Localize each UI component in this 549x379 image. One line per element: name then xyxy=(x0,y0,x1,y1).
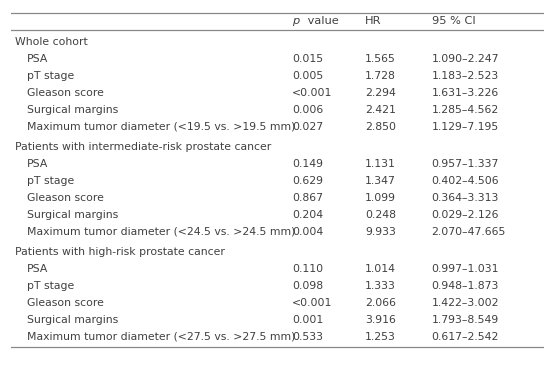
Text: 2.850: 2.850 xyxy=(365,122,396,132)
Text: Gleason score: Gleason score xyxy=(27,88,104,98)
Text: 1.631–3.226: 1.631–3.226 xyxy=(432,88,499,98)
Text: 0.029–2.126: 0.029–2.126 xyxy=(432,210,499,220)
Text: 0.149: 0.149 xyxy=(292,159,323,169)
Text: HR: HR xyxy=(365,16,382,26)
Text: PSA: PSA xyxy=(27,54,48,64)
Text: Maximum tumor diameter (<19.5 vs. >19.5 mm): Maximum tumor diameter (<19.5 vs. >19.5 … xyxy=(27,122,295,132)
Text: 9.933: 9.933 xyxy=(365,227,396,237)
Text: PSA: PSA xyxy=(27,159,48,169)
Text: 95 % CI: 95 % CI xyxy=(432,16,475,26)
Text: 0.015: 0.015 xyxy=(292,54,323,64)
Text: 2.294: 2.294 xyxy=(365,88,396,98)
Text: 1.333: 1.333 xyxy=(365,281,396,291)
Text: 0.867: 0.867 xyxy=(292,193,323,203)
Text: Surgical margins: Surgical margins xyxy=(27,315,118,325)
Text: Surgical margins: Surgical margins xyxy=(27,210,118,220)
Text: 1.090–2.247: 1.090–2.247 xyxy=(432,54,499,64)
Text: 0.248: 0.248 xyxy=(365,210,396,220)
Text: 1.285–4.562: 1.285–4.562 xyxy=(432,105,499,115)
Text: Gleason score: Gleason score xyxy=(27,298,104,308)
Text: <0.001: <0.001 xyxy=(292,88,333,98)
Text: 1.014: 1.014 xyxy=(365,264,396,274)
Text: Maximum tumor diameter (<24.5 vs. >24.5 mm): Maximum tumor diameter (<24.5 vs. >24.5 … xyxy=(27,227,295,237)
Text: 0.006: 0.006 xyxy=(292,105,323,115)
Text: 0.364–3.313: 0.364–3.313 xyxy=(432,193,499,203)
Text: Whole cohort: Whole cohort xyxy=(15,37,88,47)
Text: Surgical margins: Surgical margins xyxy=(27,105,118,115)
Text: 0.001: 0.001 xyxy=(292,315,323,325)
Text: 0.617–2.542: 0.617–2.542 xyxy=(432,332,499,342)
Text: 2.066: 2.066 xyxy=(365,298,396,308)
Text: 0.402–4.506: 0.402–4.506 xyxy=(432,176,499,186)
Text: 1.347: 1.347 xyxy=(365,176,396,186)
Text: 3.916: 3.916 xyxy=(365,315,396,325)
Text: 0.957–1.337: 0.957–1.337 xyxy=(432,159,499,169)
Text: 1.253: 1.253 xyxy=(365,332,396,342)
Text: Maximum tumor diameter (<27.5 vs. >27.5 mm): Maximum tumor diameter (<27.5 vs. >27.5 … xyxy=(27,332,295,342)
Text: 1.099: 1.099 xyxy=(365,193,396,203)
Text: 2.421: 2.421 xyxy=(365,105,396,115)
Text: 1.422–3.002: 1.422–3.002 xyxy=(432,298,499,308)
Text: <0.001: <0.001 xyxy=(292,298,333,308)
Text: pT stage: pT stage xyxy=(27,71,74,81)
Text: 0.204: 0.204 xyxy=(292,210,323,220)
Text: 0.027: 0.027 xyxy=(292,122,323,132)
Text: pT stage: pT stage xyxy=(27,176,74,186)
Text: 1.793–8.549: 1.793–8.549 xyxy=(432,315,499,325)
Text: 0.004: 0.004 xyxy=(292,227,323,237)
Text: 1.129–7.195: 1.129–7.195 xyxy=(432,122,499,132)
Text: Patients with high-risk prostate cancer: Patients with high-risk prostate cancer xyxy=(15,247,225,257)
Text: 0.005: 0.005 xyxy=(292,71,323,81)
Text: 2.070–47.665: 2.070–47.665 xyxy=(432,227,506,237)
Text: 1.183–2.523: 1.183–2.523 xyxy=(432,71,499,81)
Text: 0.997–1.031: 0.997–1.031 xyxy=(432,264,499,274)
Text: 0.629: 0.629 xyxy=(292,176,323,186)
Text: p: p xyxy=(292,16,299,26)
Text: PSA: PSA xyxy=(27,264,48,274)
Text: 0.098: 0.098 xyxy=(292,281,323,291)
Text: Patients with intermediate-risk prostate cancer: Patients with intermediate-risk prostate… xyxy=(15,143,272,152)
Text: 0.948–1.873: 0.948–1.873 xyxy=(432,281,499,291)
Text: pT stage: pT stage xyxy=(27,281,74,291)
Text: 1.728: 1.728 xyxy=(365,71,396,81)
Text: 0.110: 0.110 xyxy=(292,264,323,274)
Text: Gleason score: Gleason score xyxy=(27,193,104,203)
Text: 1.131: 1.131 xyxy=(365,159,396,169)
Text: value: value xyxy=(304,16,339,26)
Text: 0.533: 0.533 xyxy=(292,332,323,342)
Text: 1.565: 1.565 xyxy=(365,54,396,64)
